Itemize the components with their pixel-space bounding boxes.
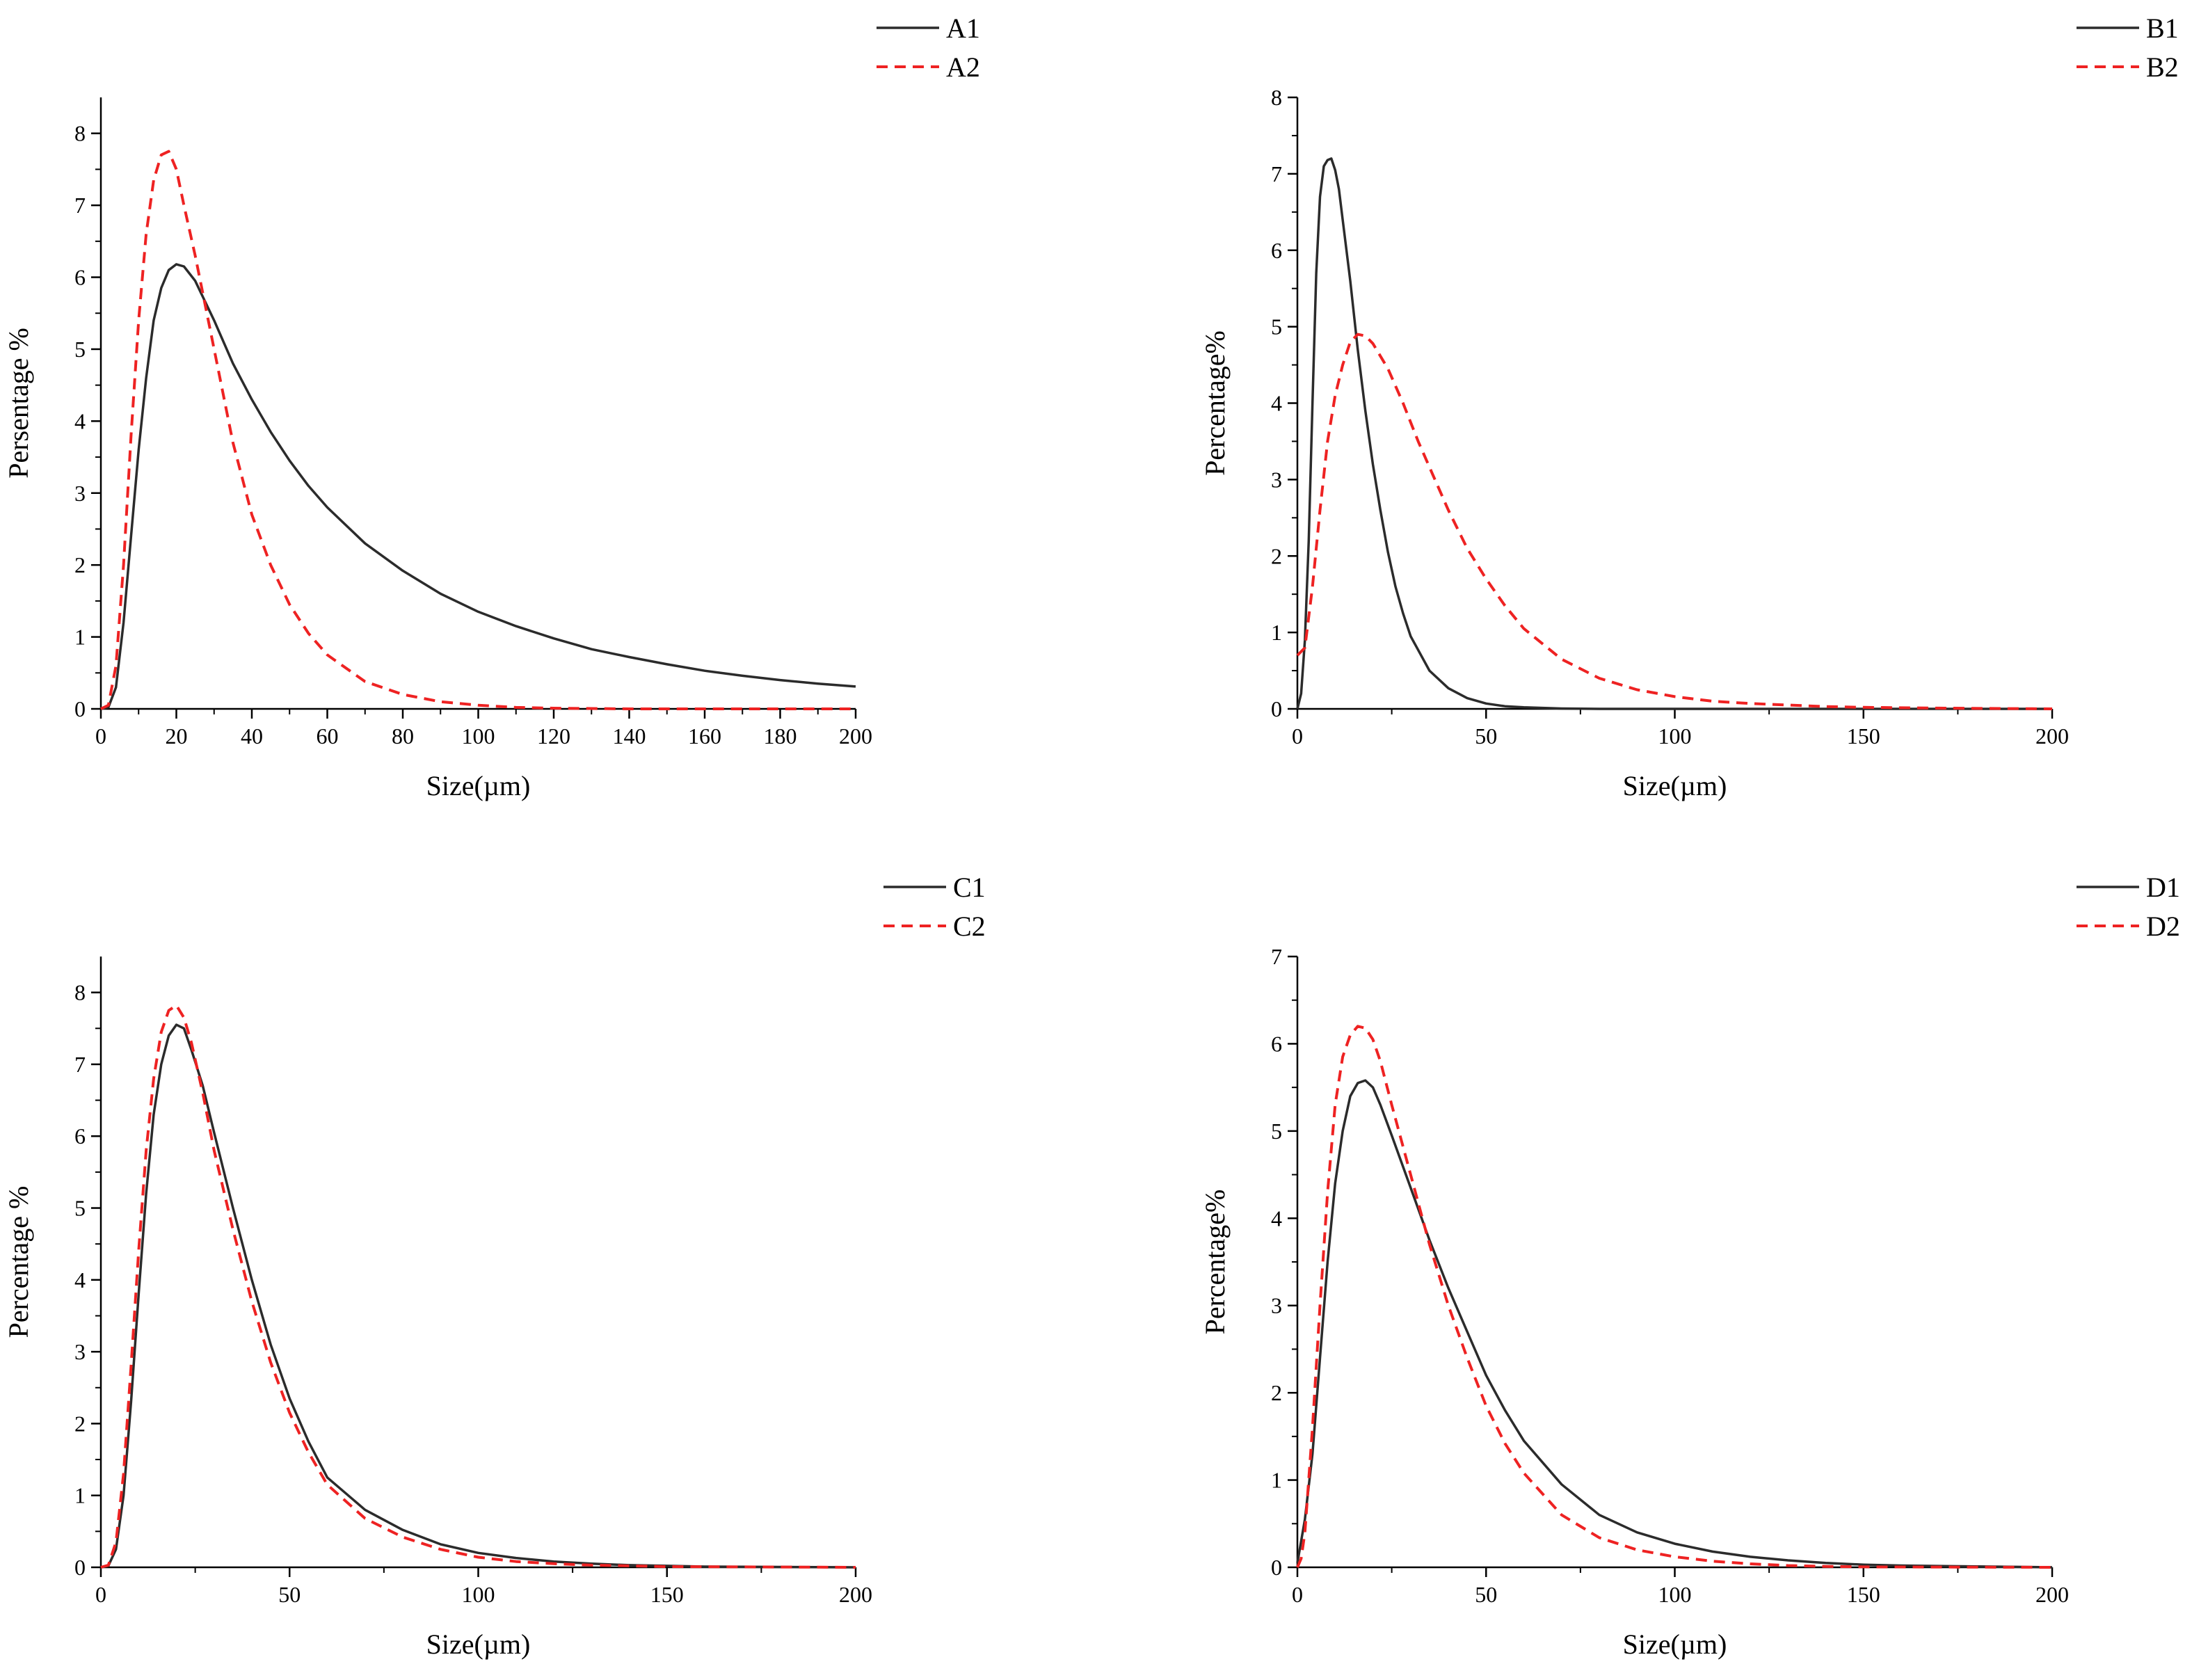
y-tick-label: 5 xyxy=(1271,1119,1282,1144)
y-tick-label: 7 xyxy=(74,193,86,218)
legend-label-A2: A2 xyxy=(946,51,980,83)
x-tick-label: 180 xyxy=(764,723,797,749)
y-tick-label: 3 xyxy=(1271,1293,1282,1318)
y-tick-label: 6 xyxy=(74,1123,86,1149)
x-tick-label: 100 xyxy=(1658,723,1692,749)
y-tick-label: 5 xyxy=(74,1196,86,1221)
x-tick-label: 50 xyxy=(1475,1582,1497,1607)
x-tick-label: 200 xyxy=(839,1582,872,1607)
y-tick-label: 2 xyxy=(74,1411,86,1436)
x-axis-title: Size(µm) xyxy=(426,1629,531,1660)
y-axis-title: Persentage % xyxy=(3,328,34,479)
series-line-D2 xyxy=(1296,1025,2053,1569)
series-line-B1 xyxy=(1296,157,2052,710)
x-axis-title: Size(µm) xyxy=(1623,770,1727,801)
y-tick-label: 2 xyxy=(1271,543,1282,568)
y-tick-label: 7 xyxy=(1271,161,1282,186)
y-tick-label: 4 xyxy=(74,408,86,433)
x-tick-label: 60 xyxy=(317,723,339,749)
y-tick-label: 2 xyxy=(1271,1380,1282,1405)
y-tick-label: 3 xyxy=(1271,467,1282,492)
x-tick-label: 0 xyxy=(95,1582,106,1607)
y-tick-label: 5 xyxy=(74,337,86,362)
y-axis-title: Percentage% xyxy=(1199,1190,1231,1335)
chart-panel-1: 0 20 40 60 80 100 120 140 160 180 200 0 1 2 3 4 5 6 7 8 Size… xyxy=(3,13,980,801)
x-tick-label: 0 xyxy=(1292,1582,1303,1607)
x-tick-label: 100 xyxy=(1658,1582,1692,1607)
y-tick-label: 8 xyxy=(1271,85,1282,110)
y-tick-label: 2 xyxy=(74,552,86,577)
x-tick-label: 20 xyxy=(166,723,188,749)
x-tick-label: 50 xyxy=(278,1582,301,1607)
legend-label-B1: B1 xyxy=(2146,13,2179,44)
y-tick-label: 4 xyxy=(1271,1206,1282,1231)
legend-label-A1: A1 xyxy=(946,13,980,44)
x-tick-label: 0 xyxy=(1292,723,1303,749)
y-axis-title: Percentage% xyxy=(1199,330,1231,476)
series-line-A2 xyxy=(100,150,856,710)
y-tick-label: 0 xyxy=(1271,696,1282,721)
series-line-B2 xyxy=(1296,333,2053,710)
y-tick-label: 0 xyxy=(1271,1555,1282,1580)
series-line-C2 xyxy=(100,1004,856,1569)
x-tick-label: 200 xyxy=(2035,723,2069,749)
x-tick-label: 200 xyxy=(2035,1582,2069,1607)
y-tick-label: 3 xyxy=(74,1339,86,1364)
x-axis-title: Size(µm) xyxy=(426,770,531,801)
x-tick-label: 200 xyxy=(839,723,872,749)
y-tick-label: 8 xyxy=(74,121,86,146)
x-tick-label: 100 xyxy=(462,723,495,749)
legend-label-D2: D2 xyxy=(2146,911,2180,942)
legend-label-C2: C2 xyxy=(953,911,986,942)
legend-label-B2: B2 xyxy=(2146,51,2179,83)
y-tick-label: 0 xyxy=(74,696,86,721)
y-tick-label: 1 xyxy=(1271,1468,1282,1493)
x-tick-label: 150 xyxy=(1847,723,1880,749)
series-line-A1 xyxy=(100,263,856,710)
y-axis-title: Percentage % xyxy=(3,1186,34,1338)
chart-panel-2: 0 50 100 150 200 0 1 2 3 4 5 6 7 8 Size(µm) Percentage%… xyxy=(1199,13,2179,801)
y-tick-label: 1 xyxy=(74,625,86,650)
series-line-D1 xyxy=(1296,1079,2053,1569)
chart-panel-4: 0 50 100 150 200 0 1 2 3 4 5 6 7 Size(µm) Percentage% D… xyxy=(1199,872,2180,1660)
legend-label-C1: C1 xyxy=(953,872,986,903)
x-axis-title: Size(µm) xyxy=(1623,1629,1727,1660)
y-tick-label: 7 xyxy=(74,1052,86,1077)
x-tick-label: 50 xyxy=(1475,723,1497,749)
y-tick-label: 4 xyxy=(74,1267,86,1293)
series-line-C1 xyxy=(100,1023,856,1569)
chart-panel-3: 0 50 100 150 200 0 1 2 3 4 5 6 7 8 Size(µm) Percentage … xyxy=(3,872,986,1660)
legend-label-D1: D1 xyxy=(2146,872,2180,903)
y-tick-label: 1 xyxy=(74,1483,86,1508)
x-tick-label: 140 xyxy=(613,723,646,749)
y-tick-label: 1 xyxy=(1271,620,1282,645)
x-tick-label: 150 xyxy=(1847,1582,1880,1607)
y-tick-label: 3 xyxy=(74,481,86,506)
y-tick-label: 0 xyxy=(74,1555,86,1580)
x-tick-label: 40 xyxy=(241,723,263,749)
x-tick-label: 160 xyxy=(688,723,721,749)
y-tick-label: 8 xyxy=(74,980,86,1005)
y-tick-label: 5 xyxy=(1271,314,1282,339)
y-tick-label: 6 xyxy=(74,265,86,290)
x-tick-label: 120 xyxy=(537,723,570,749)
x-tick-label: 80 xyxy=(392,723,414,749)
x-tick-label: 100 xyxy=(462,1582,495,1607)
y-tick-label: 6 xyxy=(1271,238,1282,263)
x-tick-label: 150 xyxy=(650,1582,684,1607)
y-tick-label: 4 xyxy=(1271,391,1282,416)
y-tick-label: 7 xyxy=(1271,944,1282,969)
x-tick-label: 0 xyxy=(95,723,106,749)
y-tick-label: 6 xyxy=(1271,1031,1282,1056)
